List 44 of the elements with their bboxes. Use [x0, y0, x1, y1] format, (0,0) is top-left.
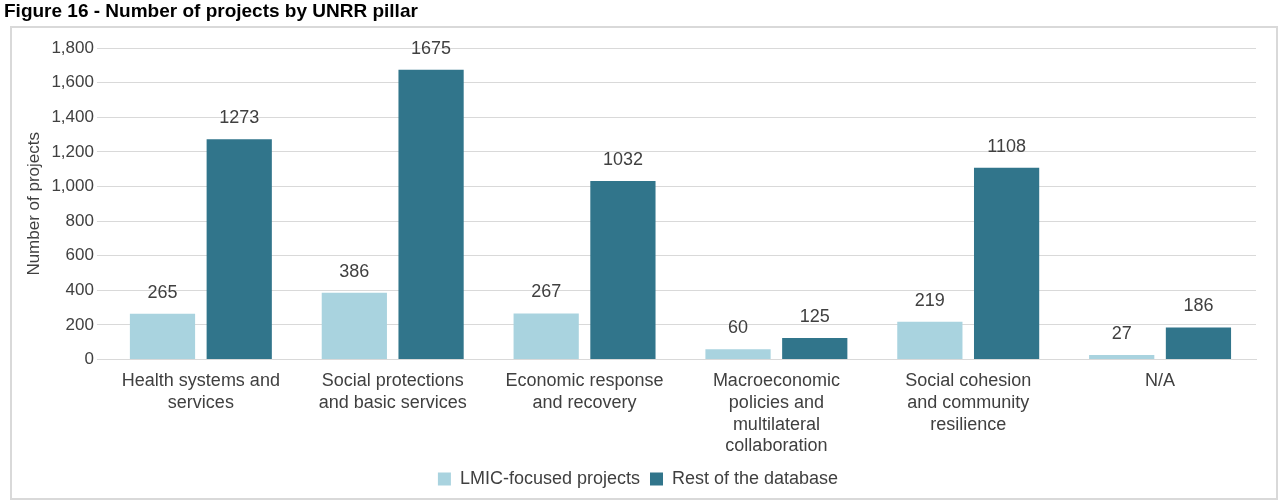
- bar: [590, 180, 656, 360]
- y-tick-label: 0: [84, 349, 94, 369]
- chart-title: Figure 16 - Number of projects by UNRR pillar: [4, 0, 418, 22]
- y-tick-label: 800: [65, 210, 94, 230]
- y-tick-label: 1,200: [51, 141, 94, 161]
- y-tick-label: 1,800: [51, 37, 94, 57]
- data-label: 1273: [219, 107, 260, 128]
- legend-label: Rest of the database: [671, 467, 839, 488]
- data-label: 267: [531, 281, 562, 302]
- data-label: 125: [799, 305, 830, 326]
- y-tick-label: 1,600: [51, 72, 94, 92]
- x-tick-label: Health systems and services: [121, 370, 280, 412]
- data-label: 1032: [602, 148, 643, 169]
- data-label: 219: [914, 289, 945, 310]
- bar: [321, 292, 387, 360]
- x-tick-label: Social cohesion and community resilience: [905, 370, 1032, 434]
- y-tick-label: 1,400: [51, 106, 94, 126]
- bar: [129, 313, 196, 360]
- y-tick-label: 600: [65, 245, 94, 265]
- bar: [897, 321, 963, 360]
- bar: [398, 69, 464, 360]
- y-tick-label: 1,000: [51, 176, 94, 196]
- bar: [513, 313, 579, 360]
- data-label: 60: [728, 317, 749, 338]
- data-label: 186: [1183, 295, 1214, 316]
- legend-label: LMIC-focused projects: [459, 467, 640, 488]
- bar: [705, 349, 771, 360]
- data-label: 1675: [411, 37, 452, 58]
- x-tick-label: Macroeconomic policies and multilateral collaboration: [712, 370, 840, 456]
- data-label: 1108: [987, 135, 1026, 156]
- x-tick-label: Social protections and basic services: [318, 370, 467, 412]
- y-axis-title: Number of projects: [23, 131, 43, 276]
- data-label: 265: [147, 281, 178, 302]
- y-tick-label: 400: [65, 280, 94, 300]
- y-tick-label: 200: [65, 314, 94, 334]
- bar: [1165, 327, 1232, 360]
- x-tick-label: N/A: [1145, 370, 1176, 391]
- bar: [206, 139, 272, 360]
- x-tick-label: Economic response and recovery: [505, 370, 664, 412]
- bar: [782, 337, 848, 360]
- bar: [1089, 354, 1155, 360]
- data-label: 27: [1111, 322, 1132, 343]
- data-label: 386: [339, 260, 370, 281]
- bar: [973, 167, 1040, 360]
